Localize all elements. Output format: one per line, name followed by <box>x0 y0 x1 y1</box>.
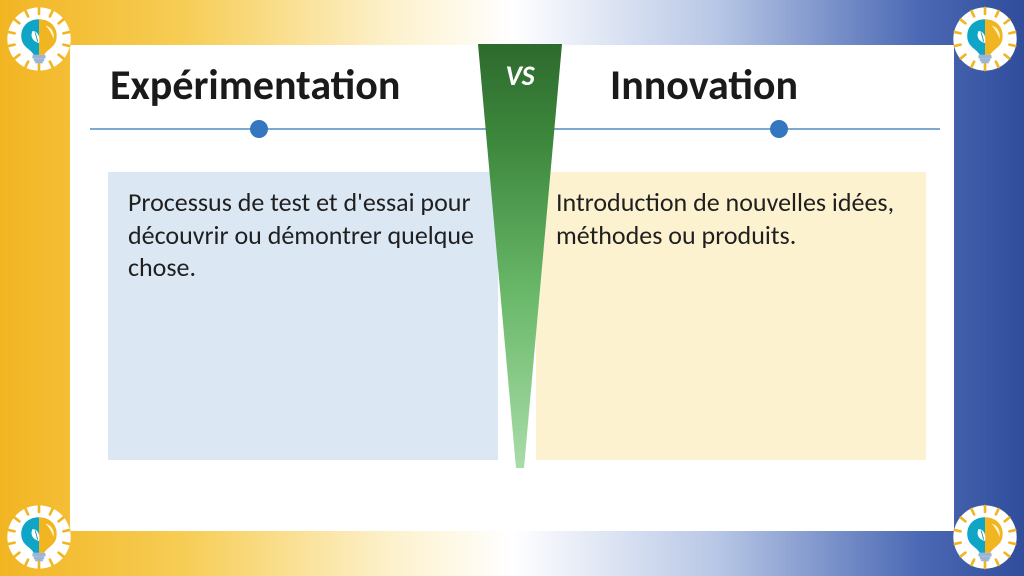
divider-dot-right <box>770 120 788 138</box>
title-left: Expérimentation <box>110 60 400 111</box>
divider-dot-left <box>250 120 268 138</box>
corner-logo-icon <box>952 6 1018 72</box>
card-left-text: Processus de test et d'essai pour découv… <box>128 186 474 283</box>
corner-logo-icon <box>6 504 72 570</box>
title-right: Innovation <box>610 60 798 111</box>
corner-logo-icon <box>6 6 72 72</box>
slide: Expérimentation Innovation Processus de … <box>0 0 1024 576</box>
vs-wedge <box>470 44 570 468</box>
card-right: Introduction de nouvelles idées, méthode… <box>536 172 926 460</box>
card-right-text: Introduction de nouvelles idées, méthode… <box>556 186 894 251</box>
card-left: Processus de test et d'essai pour découv… <box>108 172 498 460</box>
vs-label: VS <box>470 58 570 93</box>
corner-logo-icon <box>952 504 1018 570</box>
